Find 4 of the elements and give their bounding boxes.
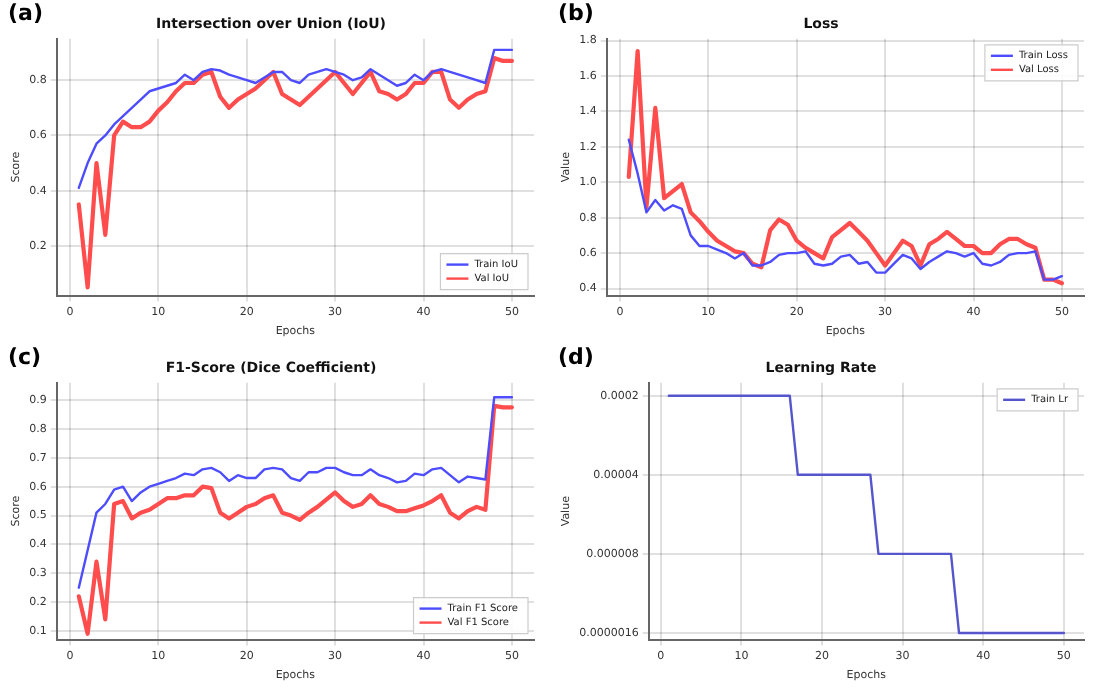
text: (d) (558, 344, 594, 370)
text: (b) (558, 0, 594, 26)
text: (a) (8, 0, 43, 26)
text: (c) (8, 344, 42, 370)
